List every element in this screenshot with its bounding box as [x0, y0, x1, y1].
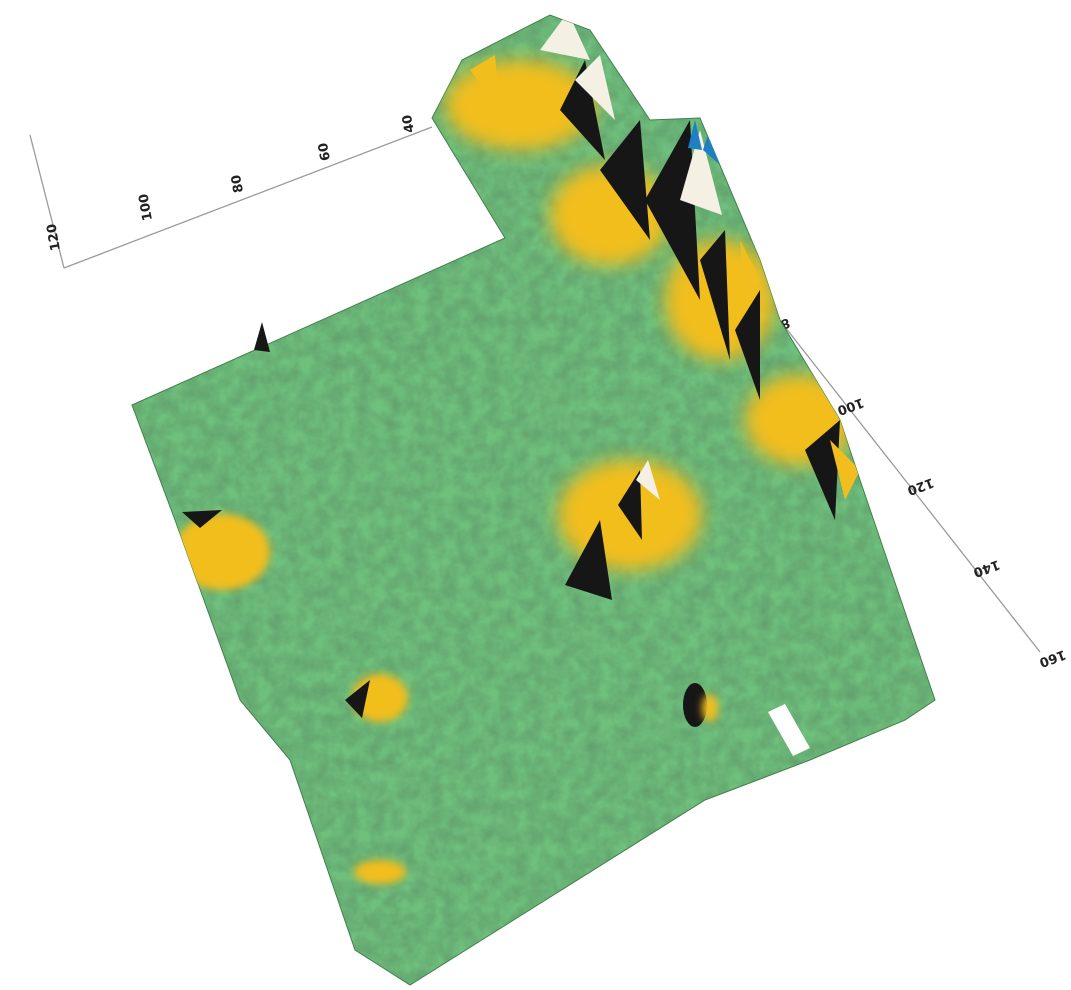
southern-hill: [354, 860, 406, 884]
axis-left-line: [63, 126, 433, 269]
southwestern-hill: [345, 674, 408, 722]
southeastern-knob: [683, 683, 718, 727]
axis-left-tick-label: 100: [136, 193, 155, 222]
central-massif: [558, 460, 702, 600]
axis-left-tick-label: 60: [316, 141, 334, 161]
isolated-western-spike: [254, 322, 270, 352]
western-hill: [174, 510, 270, 590]
axis-left: 120 100 80 60 40: [29, 113, 433, 269]
axis-right-line: [777, 317, 1041, 653]
axis-left-tick-label: 80: [229, 173, 247, 193]
axis-right-tick-label: 100: [835, 394, 866, 417]
axis-right-tick-label: 140: [971, 556, 1002, 579]
terrain-gap: [768, 704, 810, 756]
axis-left-tick-label: 40: [400, 113, 418, 133]
axis-left-tick-label: 120: [44, 223, 63, 252]
axis-left-riser: [29, 134, 65, 269]
axis-right-tick-label: 120: [905, 474, 936, 497]
axis-right-tick-label: 160: [1037, 646, 1068, 669]
